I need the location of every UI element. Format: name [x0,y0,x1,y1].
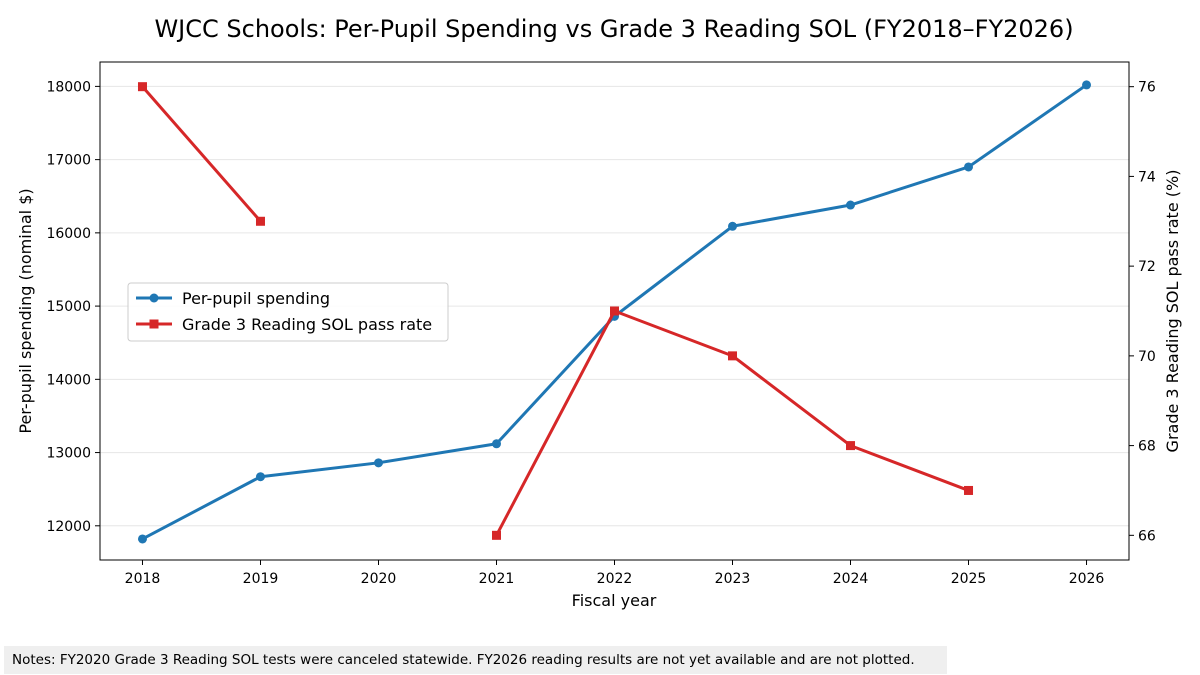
legend-marker-spending [149,293,159,303]
series-layer [137,80,1092,544]
legend-label-spending: Per-pupil spending [182,289,330,308]
left-y-tick-label: 18000 [46,79,91,95]
point-sol [610,306,619,316]
x-tick-label: 2021 [479,571,515,587]
left-y-tick-label: 12000 [46,519,91,535]
left-y-tick-label: 14000 [46,372,91,388]
point-sol [491,530,501,540]
left-y-axis: 12000 13000 14000 15000 16000 17000 18000 [46,79,100,535]
left-y-axis-label: Per-pupil spending (nominal $) [16,188,35,433]
left-y-tick-label: 17000 [46,153,91,169]
x-tick-label: 2025 [951,571,987,587]
point-sol [728,351,738,361]
point-spending [1082,80,1092,90]
left-y-tick-label: 16000 [46,226,91,242]
series-line-sol [495,309,970,537]
x-tick-label: 2020 [361,571,397,587]
point-spending [964,162,974,172]
left-y-tick-label: 13000 [46,446,91,462]
left-y-tick-label: 15000 [46,299,91,315]
chart-title: WJCC Schools: Per-Pupil Spending vs Grad… [154,15,1073,43]
point-sol [137,82,147,92]
legend-frame [127,282,449,342]
point-spending [846,200,856,210]
x-tick-label: 2018 [125,571,161,587]
x-tick-label: 2026 [1069,571,1105,587]
legend-marker-sol [149,319,159,329]
point-sol [964,485,974,495]
right-y-tick-label: 70 [1138,349,1156,365]
right-y-tick-label: 76 [1138,80,1156,96]
legend: Per-pupil spending Grade 3 Reading SOL p… [127,282,449,342]
x-axis-label: Fiscal year [572,591,657,610]
point-sol [255,216,265,226]
right-y-tick-label: 68 [1138,439,1156,455]
right-y-axis-label: Grade 3 Reading SOL pass rate (%) [1163,170,1182,453]
right-y-tick-label: 66 [1138,528,1156,544]
series-line-sol [141,85,262,223]
right-y-tick-label: 74 [1138,169,1156,185]
dual-axis-line-chart: WJCC Schools: Per-Pupil Spending vs Grad… [16,15,1182,610]
right-y-axis: 66 68 70 72 74 76 [1129,80,1156,544]
point-spending [255,472,265,482]
point-sol [846,441,856,451]
right-y-tick-label: 72 [1138,259,1156,275]
notes-footer: Notes: FY2020 Grade 3 Reading SOL tests … [4,646,947,674]
point-spending [491,439,501,449]
x-tick-label: 2024 [833,571,869,587]
point-spending [137,534,147,544]
point-spending [728,221,738,231]
legend-label-sol: Grade 3 Reading SOL pass rate [182,315,432,334]
x-tick-label: 2022 [597,571,633,587]
x-tick-label: 2023 [715,571,751,587]
x-tick-label: 2019 [243,571,279,587]
point-spending [373,458,383,468]
x-axis: 2018 2019 2020 2021 2022 2023 2024 2025 2026 [125,560,1105,587]
